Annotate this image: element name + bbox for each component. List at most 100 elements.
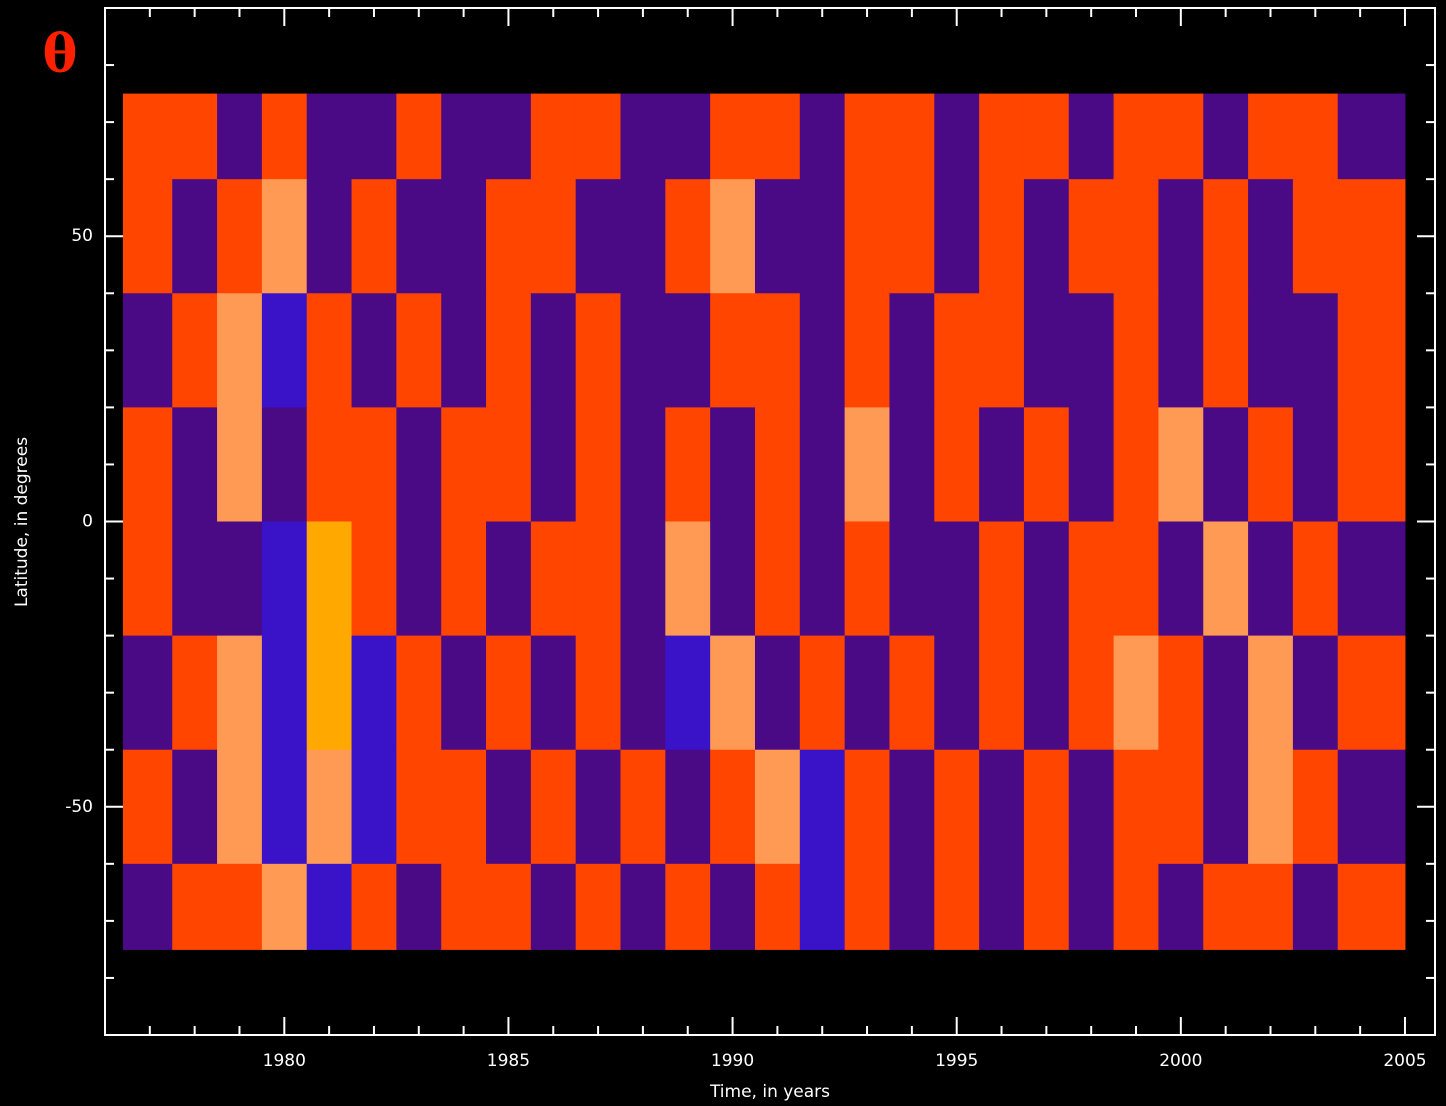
x-tick-label: 1985	[487, 1051, 530, 1071]
contour-cell	[172, 863, 218, 950]
contour-cell	[172, 407, 218, 522]
contour-cell	[665, 407, 711, 522]
contour-cell	[172, 93, 218, 180]
contour-cell	[979, 93, 1025, 180]
contour-cell	[754, 93, 801, 180]
contour-cell	[1292, 293, 1339, 408]
contour-cell	[575, 93, 622, 180]
contour-cell	[1068, 407, 1115, 522]
contour-cell	[710, 407, 756, 522]
contour-cell	[1113, 93, 1159, 180]
contour-cell	[620, 179, 666, 294]
contour-cell	[1203, 179, 1249, 294]
contour-cell	[351, 635, 397, 751]
contour-cell	[620, 407, 666, 522]
contour-cell	[261, 293, 308, 408]
contour-cell	[710, 635, 756, 751]
contour-cell	[934, 749, 980, 865]
contour-cell	[1337, 749, 1406, 865]
contour-cell	[122, 749, 173, 865]
contour-cell	[710, 749, 756, 865]
contour-cell	[1068, 749, 1115, 865]
contour-cell	[1158, 407, 1204, 522]
contour-cell	[979, 749, 1025, 865]
contour-cell	[396, 749, 442, 865]
contour-cell	[486, 749, 532, 865]
contour-cell	[217, 93, 263, 180]
contour-cell	[799, 407, 846, 522]
x-tick-label: 1980	[263, 1051, 306, 1071]
contour-cell	[799, 93, 846, 180]
contour-cell	[934, 93, 980, 180]
contour-cell	[1203, 407, 1249, 522]
contour-cell	[754, 635, 801, 751]
contour-cell	[306, 749, 353, 865]
contour-cell	[486, 179, 532, 294]
contour-cell	[261, 179, 308, 294]
contour-cell	[979, 407, 1025, 522]
contour-cell	[1248, 179, 1294, 294]
contour-cell	[306, 293, 353, 408]
contour-cell	[217, 179, 263, 294]
x-axis-label: Time, in years	[709, 1082, 830, 1102]
contour-cell	[351, 521, 397, 637]
contour-cell	[620, 749, 666, 865]
contour-cell	[396, 179, 442, 294]
contour-cell	[754, 863, 801, 950]
contour-cell	[1292, 407, 1339, 522]
contour-cell	[889, 407, 935, 522]
contour-cell	[620, 293, 666, 408]
contour-cell	[1023, 863, 1070, 950]
contour-cell	[754, 749, 801, 865]
contour-cell	[1337, 179, 1406, 294]
contour-cell	[575, 635, 622, 751]
contour-cell	[530, 749, 577, 865]
contour-cell	[122, 407, 173, 522]
contour-cell	[261, 749, 308, 865]
contour-cell	[889, 293, 935, 408]
contour-cell	[1248, 93, 1294, 180]
contour-cell	[844, 635, 890, 751]
contour-cell	[530, 635, 577, 751]
contour-cell	[1292, 635, 1339, 751]
contour-cell	[1113, 635, 1159, 751]
contour-cell	[1023, 521, 1070, 637]
contour-cell	[217, 293, 263, 408]
contour-cell	[306, 93, 353, 180]
contour-cell	[396, 521, 442, 637]
x-tick-label: 1990	[711, 1051, 754, 1071]
contour-cell	[1248, 407, 1294, 522]
contour-cell	[1337, 521, 1406, 637]
contour-cell	[1292, 521, 1339, 637]
contour-cell	[575, 749, 622, 865]
contour-cell	[844, 407, 890, 522]
contour-cell	[122, 863, 173, 950]
contour-cell	[351, 293, 397, 408]
contour-cell	[217, 407, 263, 522]
contour-cell	[530, 521, 577, 637]
contour-cell	[844, 179, 890, 294]
contour-cell	[441, 749, 487, 865]
contour-cell	[351, 749, 397, 865]
contour-cell	[441, 293, 487, 408]
contour-cell	[1248, 521, 1294, 637]
contour-cell	[1203, 635, 1249, 751]
contour-cell	[351, 93, 397, 180]
contour-cell	[889, 749, 935, 865]
contour-cell	[1113, 521, 1159, 637]
contour-cell	[1068, 863, 1115, 950]
contour-cell	[799, 635, 846, 751]
contour-cell	[1158, 179, 1204, 294]
contour-cell	[530, 863, 577, 950]
contour-cell	[261, 635, 308, 751]
contour-cell	[1203, 749, 1249, 865]
contour-cell	[1337, 863, 1406, 950]
contour-cell	[1158, 93, 1204, 180]
contour-cell	[889, 863, 935, 950]
contour-cell	[710, 521, 756, 637]
contour-cell	[1023, 93, 1070, 180]
contour-cell	[306, 407, 353, 522]
contour-cell	[620, 93, 666, 180]
contour-cell	[217, 521, 263, 637]
